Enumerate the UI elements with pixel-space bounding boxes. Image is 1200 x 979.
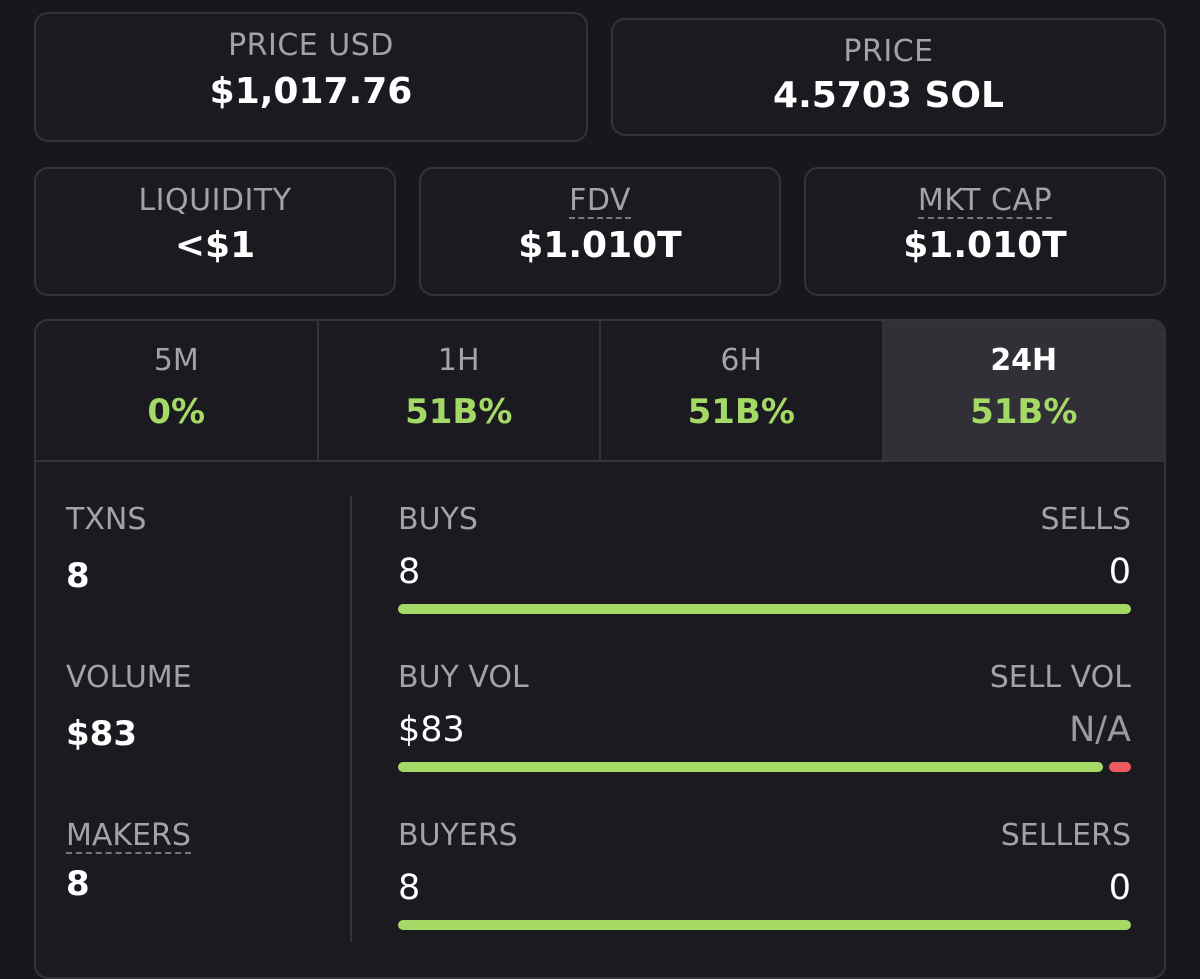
sells-value: 0: [1108, 552, 1131, 592]
tab-1h-label: 1H: [437, 343, 480, 378]
buys-label: BUYS: [398, 502, 478, 537]
price-native-card: PRICE 4.5703 SOL: [611, 18, 1166, 136]
price-native-value: 4.5703 SOL: [773, 75, 1004, 116]
buyers-sellers-bar: [398, 920, 1131, 930]
mkt-cap-label[interactable]: MKT CAP: [917, 183, 1053, 219]
txns-label: TXNS: [66, 502, 147, 537]
volume-value: $83: [66, 714, 137, 754]
buyers-bar-fill: [398, 920, 1131, 930]
buyers-sellers-row: BUYERS SELLERS 8 0: [398, 818, 1131, 930]
sell-vol-bar-fill: [1109, 762, 1131, 772]
buys-value: 8: [398, 552, 421, 592]
tab-24h-label: 24H: [990, 343, 1058, 378]
price-usd-label: PRICE USD: [228, 28, 394, 63]
buyers-label: BUYERS: [398, 818, 518, 853]
tab-5m[interactable]: 5M 0%: [36, 321, 319, 460]
tab-6h-label: 6H: [720, 343, 763, 378]
tab-5m-label: 5M: [153, 343, 199, 378]
sellers-value: 0: [1108, 868, 1131, 908]
buy-vol-bar-fill: [398, 762, 1104, 772]
price-usd-value: $1,017.76: [209, 71, 413, 112]
tab-1h-change: 51B%: [405, 392, 513, 432]
liquidity-label: LIQUIDITY: [138, 183, 292, 218]
tab-24h-change: 51B%: [970, 392, 1078, 432]
mkt-cap-value: $1.010T: [903, 225, 1067, 266]
buyers-value: 8: [398, 868, 421, 908]
makers-value: 8: [66, 864, 90, 904]
liquidity-card: LIQUIDITY <$1: [34, 167, 396, 296]
liquidity-value: <$1: [174, 225, 256, 266]
fdv-value: $1.010T: [518, 225, 682, 266]
tab-5m-change: 0%: [147, 392, 206, 432]
sell-vol-label: SELL VOL: [989, 660, 1131, 695]
txns-value: 8: [66, 556, 90, 596]
makers-stat: MAKERS 8: [66, 818, 191, 904]
buys-sells-bar: [398, 604, 1131, 614]
stats-panel: 5M 0% 1H 51B% 6H 51B% 24H 51B% TXNS 8 VO…: [34, 319, 1166, 979]
volume-stat: VOLUME $83: [66, 660, 192, 754]
fdv-label[interactable]: FDV: [569, 183, 631, 219]
buy-vol-value: $83: [398, 710, 465, 750]
sell-vol-value: N/A: [1069, 710, 1131, 750]
sellers-label: SELLERS: [1000, 818, 1131, 853]
tab-6h-change: 51B%: [687, 392, 795, 432]
tab-1h[interactable]: 1H 51B%: [319, 321, 601, 460]
buys-bar-fill: [398, 604, 1131, 614]
mkt-cap-card[interactable]: MKT CAP $1.010T: [804, 167, 1166, 296]
fdv-card[interactable]: FDV $1.010T: [419, 167, 781, 296]
makers-label[interactable]: MAKERS: [66, 818, 191, 854]
timeframe-tabs: 5M 0% 1H 51B% 6H 51B% 24H 51B%: [36, 321, 1164, 462]
tab-24h[interactable]: 24H 51B%: [883, 321, 1164, 460]
buy-sell-volume-row: BUY VOL SELL VOL $83 N/A: [398, 660, 1131, 772]
tab-6h[interactable]: 6H 51B%: [601, 321, 884, 460]
volume-bar: [398, 762, 1131, 772]
volume-label: VOLUME: [66, 660, 192, 695]
sells-label: SELLS: [1040, 502, 1131, 537]
buy-vol-label: BUY VOL: [398, 660, 529, 695]
price-usd-card: PRICE USD $1,017.76: [34, 12, 588, 142]
txns-stat: TXNS 8: [66, 502, 146, 596]
vertical-divider: [350, 496, 352, 942]
buys-sells-row: BUYS SELLS 8 0: [398, 502, 1131, 614]
price-native-label: PRICE: [843, 34, 934, 69]
stats-body: TXNS 8 VOLUME $83 MAKERS 8 BUYS SELLS 8 …: [36, 462, 1164, 977]
